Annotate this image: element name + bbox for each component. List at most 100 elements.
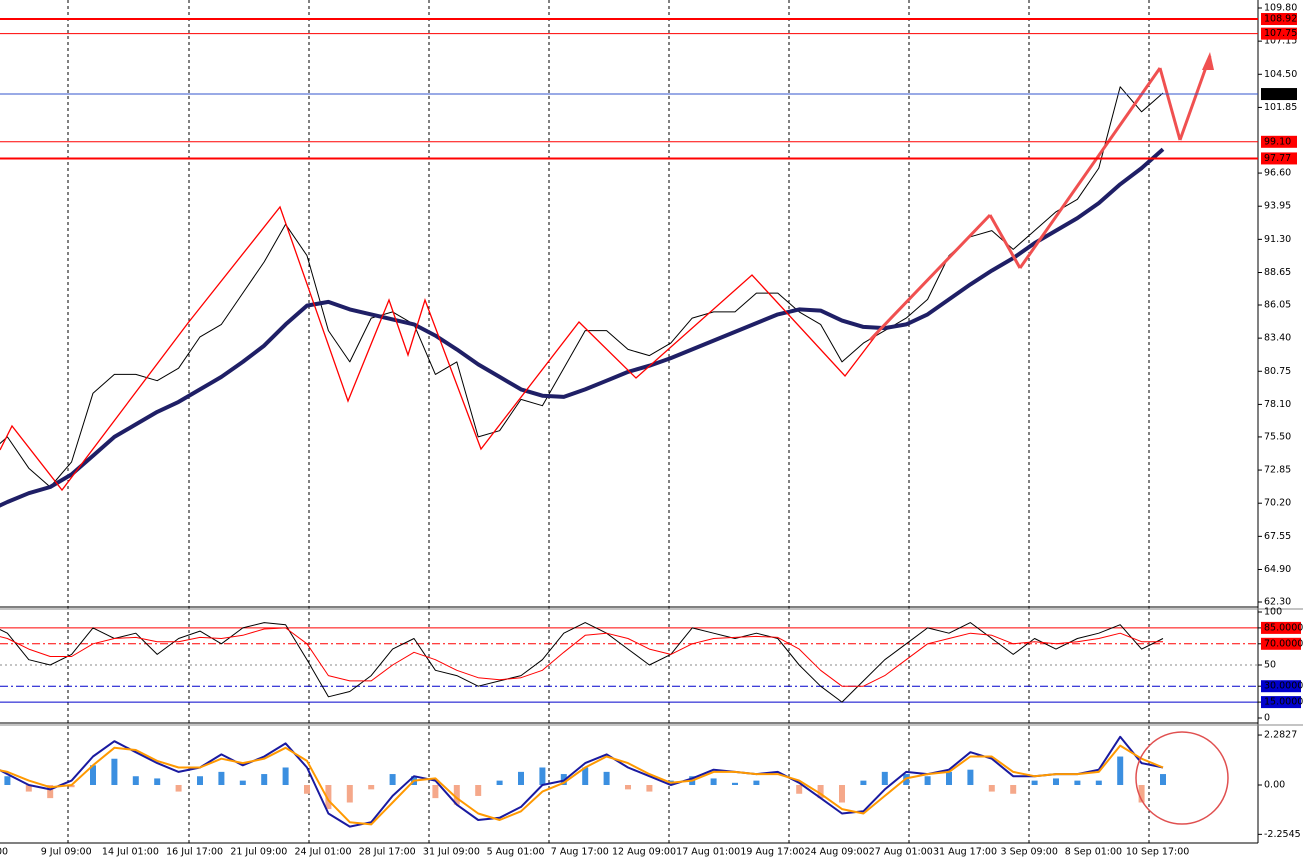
histogram-bar — [924, 776, 931, 785]
x-tick-label: 14 Jul 01:00 — [102, 847, 159, 858]
level-label: 99.10 — [1264, 136, 1291, 147]
histogram-bar — [346, 785, 353, 803]
histogram-bar — [368, 785, 375, 790]
y-tick-label: 78.10 — [1264, 399, 1291, 410]
histogram-bar — [710, 778, 717, 785]
y-tick-label: 30.0000 — [1264, 681, 1303, 692]
histogram-bar — [1053, 778, 1059, 785]
histogram-bar — [68, 785, 75, 788]
histogram-bar — [496, 780, 503, 785]
histogram-bar — [239, 780, 246, 785]
series-line — [0, 622, 1164, 703]
x-tick-label: 16 Jul 17:00 — [166, 847, 223, 858]
x-tick-label: 28 Jul 17:00 — [359, 847, 416, 858]
histogram-bar — [389, 774, 396, 785]
histogram-bar — [946, 771, 952, 785]
histogram-bar — [132, 776, 139, 785]
level-label-box — [1261, 27, 1297, 40]
series-line — [0, 735, 1164, 828]
y-tick-label: 91.30 — [1264, 234, 1291, 245]
histogram-bar — [197, 776, 203, 785]
y-tick-label: 50 — [1264, 660, 1276, 671]
histogram-bar — [175, 785, 182, 792]
histogram-bar — [4, 776, 11, 785]
x-tick-label: 8 Sep 01:00 — [1065, 847, 1122, 858]
y-tick-label: 104.50 — [1264, 69, 1297, 80]
histogram-bar — [646, 785, 653, 792]
x-tick-label: 00 — [0, 847, 8, 858]
histogram-bar — [1095, 780, 1102, 785]
x-tick-label: 3 Sep 09:00 — [1001, 847, 1058, 858]
histogram-bar — [475, 785, 482, 796]
y-tick-label: 109.80 — [1264, 3, 1297, 14]
x-tick-label: 12 Aug 09:00 — [612, 847, 676, 858]
histogram-bar — [603, 771, 610, 785]
histogram-bar — [261, 774, 268, 785]
y-tick-label: 67.55 — [1264, 531, 1291, 542]
histogram-bar — [453, 785, 460, 805]
histogram-bar — [325, 785, 332, 810]
y-tick-label: 15.0000 — [1264, 697, 1303, 708]
y-tick-label: 64.90 — [1264, 564, 1291, 575]
level-label: 102.92 — [1264, 89, 1297, 100]
series-line — [0, 627, 1163, 687]
histogram-bar — [282, 767, 289, 785]
histogram-bar — [25, 785, 32, 792]
level-label-box — [1261, 152, 1297, 165]
histogram-bar — [625, 785, 631, 790]
x-tick-label: 24 Aug 09:00 — [805, 847, 869, 858]
y-tick-label: 80.75 — [1264, 366, 1291, 377]
y-tick-label: 83.40 — [1264, 333, 1291, 344]
y-tick-label: 0 — [1264, 713, 1270, 724]
histogram-bar — [839, 785, 845, 803]
histogram-bar — [518, 771, 524, 785]
x-tick-label: 5 Aug 01:00 — [487, 847, 545, 858]
level-label: 107.75 — [1264, 28, 1297, 39]
histogram-bar — [111, 758, 118, 785]
histogram-bar — [154, 778, 161, 785]
x-tick-label: 31 Jul 09:00 — [423, 847, 480, 858]
y-tick-label: 107.15 — [1264, 36, 1297, 47]
plot-area — [0, 86, 1258, 828]
x-tick-label: 9 Jul 09:00 — [41, 847, 92, 858]
y-tick-label-box — [1261, 621, 1301, 634]
y-tick-label: 93.95 — [1264, 201, 1291, 212]
x-tick-label: 17 Aug 01:00 — [676, 847, 740, 858]
histogram-bar — [1138, 785, 1145, 803]
histogram-bar — [753, 780, 760, 785]
histogram-bar — [90, 765, 96, 785]
y-tick-label: 85.0000 — [1264, 622, 1303, 633]
histogram-bar — [860, 780, 867, 785]
x-tick-label: 31 Aug 17:00 — [933, 847, 997, 858]
level-label: 97.77 — [1264, 153, 1291, 164]
histogram-bar — [539, 767, 546, 785]
level-label: 108.92 — [1264, 14, 1297, 25]
series-line — [0, 147, 1165, 508]
x-tick-label: 7 Aug 17:00 — [551, 847, 609, 858]
y-tick-label: 0.00 — [1264, 780, 1285, 791]
histogram-bar — [732, 782, 738, 785]
histogram-bar — [1074, 780, 1081, 785]
y-tick-label: 88.65 — [1264, 267, 1291, 278]
annotations — [0, 52, 1229, 825]
series-line — [0, 744, 1164, 826]
histogram-bar — [796, 785, 803, 794]
histogram-bar — [582, 767, 589, 785]
x-tick-label: 27 Aug 01:00 — [869, 847, 933, 858]
x-tick-label: 21 Jul 09:00 — [230, 847, 287, 858]
level-label-box — [1261, 88, 1297, 101]
y-tick-label-box — [1261, 637, 1301, 650]
histogram-bar — [304, 785, 310, 794]
y-tick-label: 70.0000 — [1264, 638, 1303, 649]
x-tick-label: 24 Jul 01:00 — [295, 847, 352, 858]
histogram-bar — [47, 785, 54, 799]
histogram-bar — [967, 769, 974, 785]
y-tick-label-box — [1261, 696, 1301, 709]
y-tick-label: 70.20 — [1264, 498, 1291, 509]
y-tick-label: 100 — [1264, 607, 1282, 618]
y-tick-label: 2.2827 — [1264, 730, 1297, 741]
y-tick-label: 72.85 — [1264, 465, 1291, 476]
histogram-bar — [432, 785, 439, 799]
